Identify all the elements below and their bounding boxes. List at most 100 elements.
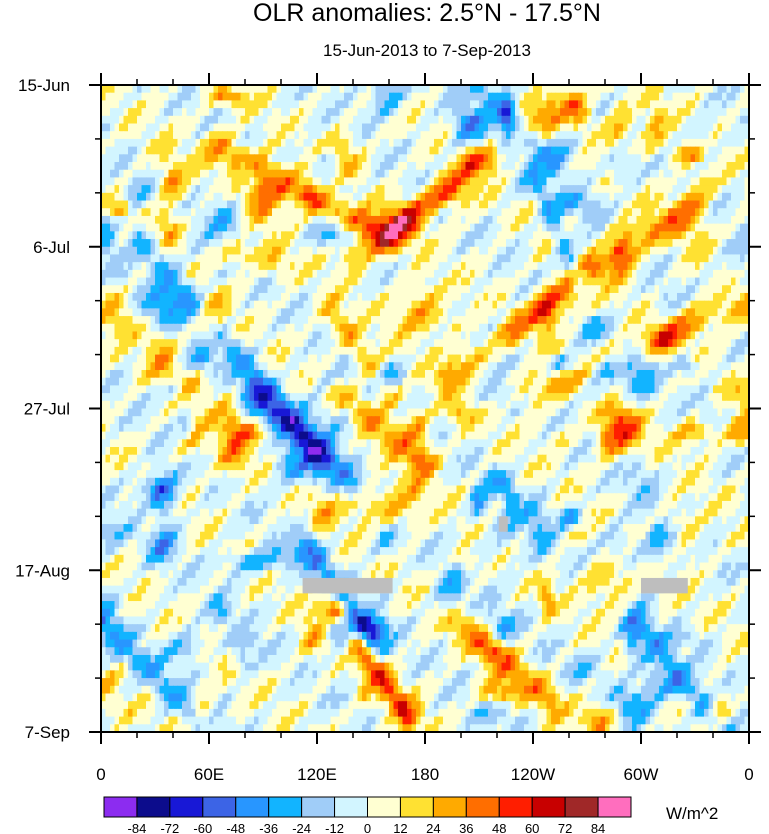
heatmap-cell [308, 138, 314, 148]
heatmap-cell [492, 239, 498, 248]
heatmap-cell [506, 123, 512, 132]
heatmap-cell [704, 269, 710, 279]
heatmap-cell [501, 85, 507, 94]
heatmap-cell [636, 239, 642, 248]
heatmap-cell [704, 308, 710, 317]
heatmap-cell [398, 177, 404, 186]
heatmap-cell [204, 254, 210, 263]
heatmap-cell [119, 200, 125, 209]
heatmap-cell [155, 92, 161, 101]
heatmap-cell [573, 254, 579, 263]
heatmap-cell [186, 300, 192, 309]
heatmap-cell [150, 123, 156, 132]
heatmap-cell [582, 115, 588, 125]
heatmap-cell [105, 215, 111, 225]
heatmap-cell [506, 254, 512, 263]
heatmap-cell [677, 331, 683, 340]
heatmap-cell [641, 208, 647, 217]
heatmap-cell [537, 154, 543, 163]
heatmap-cell [389, 169, 395, 179]
heatmap-cell [195, 331, 201, 340]
heatmap-cell [285, 169, 291, 179]
heatmap-cell [326, 154, 332, 163]
heatmap-cell [690, 185, 696, 194]
heatmap-cell [263, 308, 269, 317]
heatmap-cell [204, 138, 210, 148]
heatmap-cell [420, 254, 426, 263]
heatmap-cell [470, 154, 476, 163]
heatmap-cell [717, 308, 723, 317]
heatmap-cell [263, 300, 269, 309]
heatmap-cell [623, 323, 629, 333]
heatmap-cell [186, 346, 192, 356]
heatmap-cell [461, 323, 467, 333]
heatmap-cell [204, 123, 210, 132]
heatmap-cell [200, 146, 206, 155]
heatmap-cell [231, 169, 237, 179]
heatmap-cell [398, 100, 404, 109]
heatmap-cell [353, 138, 359, 148]
heatmap-cell [132, 192, 138, 202]
heatmap-cell [542, 115, 548, 125]
heatmap-cell [654, 192, 660, 202]
heatmap-cell [312, 246, 318, 256]
heatmap-cell [438, 162, 444, 171]
heatmap-cell [389, 277, 395, 286]
heatmap-cell [276, 192, 282, 202]
heatmap-cell [339, 223, 345, 232]
heatmap-cell [479, 162, 485, 171]
heatmap-cell [330, 254, 336, 263]
heatmap-cell [663, 316, 669, 325]
heatmap-cell [335, 115, 341, 125]
heatmap-cell [726, 131, 732, 140]
heatmap-cell [623, 254, 629, 263]
heatmap-cell [294, 154, 300, 163]
heatmap-cell [155, 246, 161, 256]
heatmap-cell [119, 246, 125, 256]
heatmap-cell [384, 223, 390, 232]
heatmap-cell [411, 223, 417, 232]
heatmap-cell [285, 331, 291, 340]
heatmap-cell [623, 146, 629, 155]
heatmap-cell [600, 123, 606, 132]
heatmap-cell [438, 100, 444, 109]
heatmap-cell [510, 262, 516, 271]
heatmap-cell [209, 215, 215, 225]
heatmap-cell [420, 346, 426, 356]
heatmap-cell [677, 154, 683, 163]
heatmap-cell [411, 169, 417, 179]
heatmap-cell [371, 246, 377, 256]
heatmap-cell [177, 231, 183, 240]
heatmap-cell [425, 208, 431, 217]
heatmap-cell [294, 92, 300, 101]
heatmap-cell [641, 200, 647, 209]
heatmap-cell [371, 262, 377, 271]
heatmap-cell [137, 169, 143, 179]
heatmap-cell [524, 92, 530, 101]
heatmap-cell [591, 285, 597, 294]
heatmap-cell [515, 308, 521, 317]
heatmap-cell [168, 254, 174, 263]
heatmap-cell [236, 169, 242, 179]
heatmap-cell [726, 108, 732, 117]
heatmap-cell [519, 138, 525, 148]
heatmap-cell [636, 331, 642, 340]
heatmap-cell [497, 131, 503, 140]
heatmap-cell [501, 131, 507, 140]
heatmap-cell [335, 85, 341, 94]
heatmap-cell [159, 192, 165, 202]
heatmap-cell [515, 262, 521, 271]
heatmap-cell [195, 154, 201, 163]
heatmap-cell [353, 223, 359, 232]
heatmap-cell [285, 177, 291, 186]
heatmap-cell [209, 138, 215, 148]
heatmap-cell [276, 115, 282, 125]
heatmap-cell [650, 262, 656, 271]
heatmap-cell [708, 269, 714, 279]
heatmap-cell [110, 300, 116, 309]
heatmap-cell [695, 223, 701, 232]
heatmap-cell [168, 131, 174, 140]
heatmap-cell [281, 123, 287, 132]
heatmap-cell [317, 100, 323, 109]
heatmap-cell [101, 231, 107, 240]
